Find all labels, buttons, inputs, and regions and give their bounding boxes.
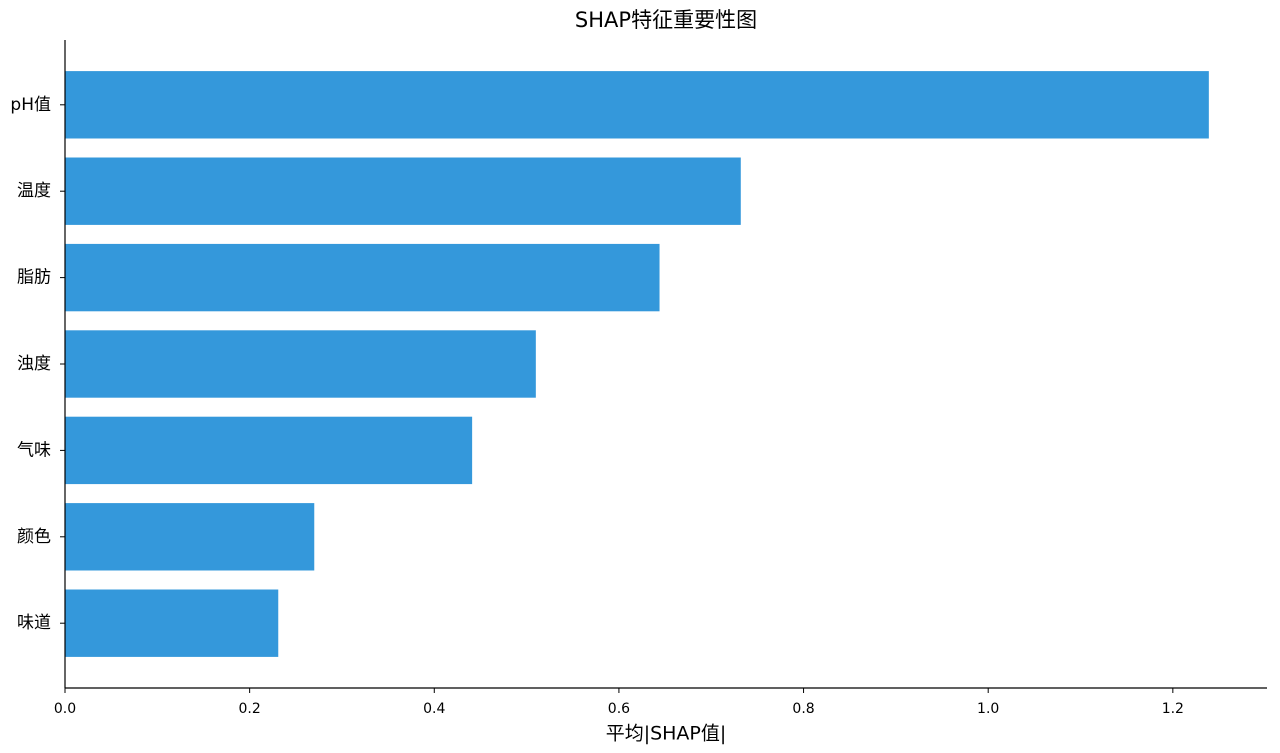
bar xyxy=(65,243,660,312)
x-axis-label: 平均|SHAP值| xyxy=(606,723,727,745)
bar xyxy=(65,330,536,398)
x-tick-label: 1.2 xyxy=(1162,701,1184,717)
y-tick-label: pH值 xyxy=(10,95,51,115)
bar xyxy=(65,157,741,225)
chart-title: SHAP特征重要性图 xyxy=(575,8,757,32)
bar xyxy=(65,71,1209,139)
x-tick-label: 1.0 xyxy=(977,701,999,717)
bar xyxy=(65,416,473,485)
x-tick-label: 0.0 xyxy=(54,701,76,717)
y-tick-label: 气味 xyxy=(17,440,51,460)
x-tick-label: 0.6 xyxy=(608,701,630,717)
y-tick-label: 颜色 xyxy=(17,527,51,547)
x-tick-label: 0.8 xyxy=(792,701,814,717)
y-tick-label: 味道 xyxy=(17,613,51,633)
y-tick-label: 浊度 xyxy=(17,354,51,374)
bar xyxy=(65,589,279,657)
y-tick-label: 脂肪 xyxy=(17,268,51,288)
x-tick-label: 0.4 xyxy=(423,701,445,717)
y-tick-label: 温度 xyxy=(17,181,51,201)
x-tick-label: 0.2 xyxy=(239,701,261,717)
bar xyxy=(65,503,315,571)
